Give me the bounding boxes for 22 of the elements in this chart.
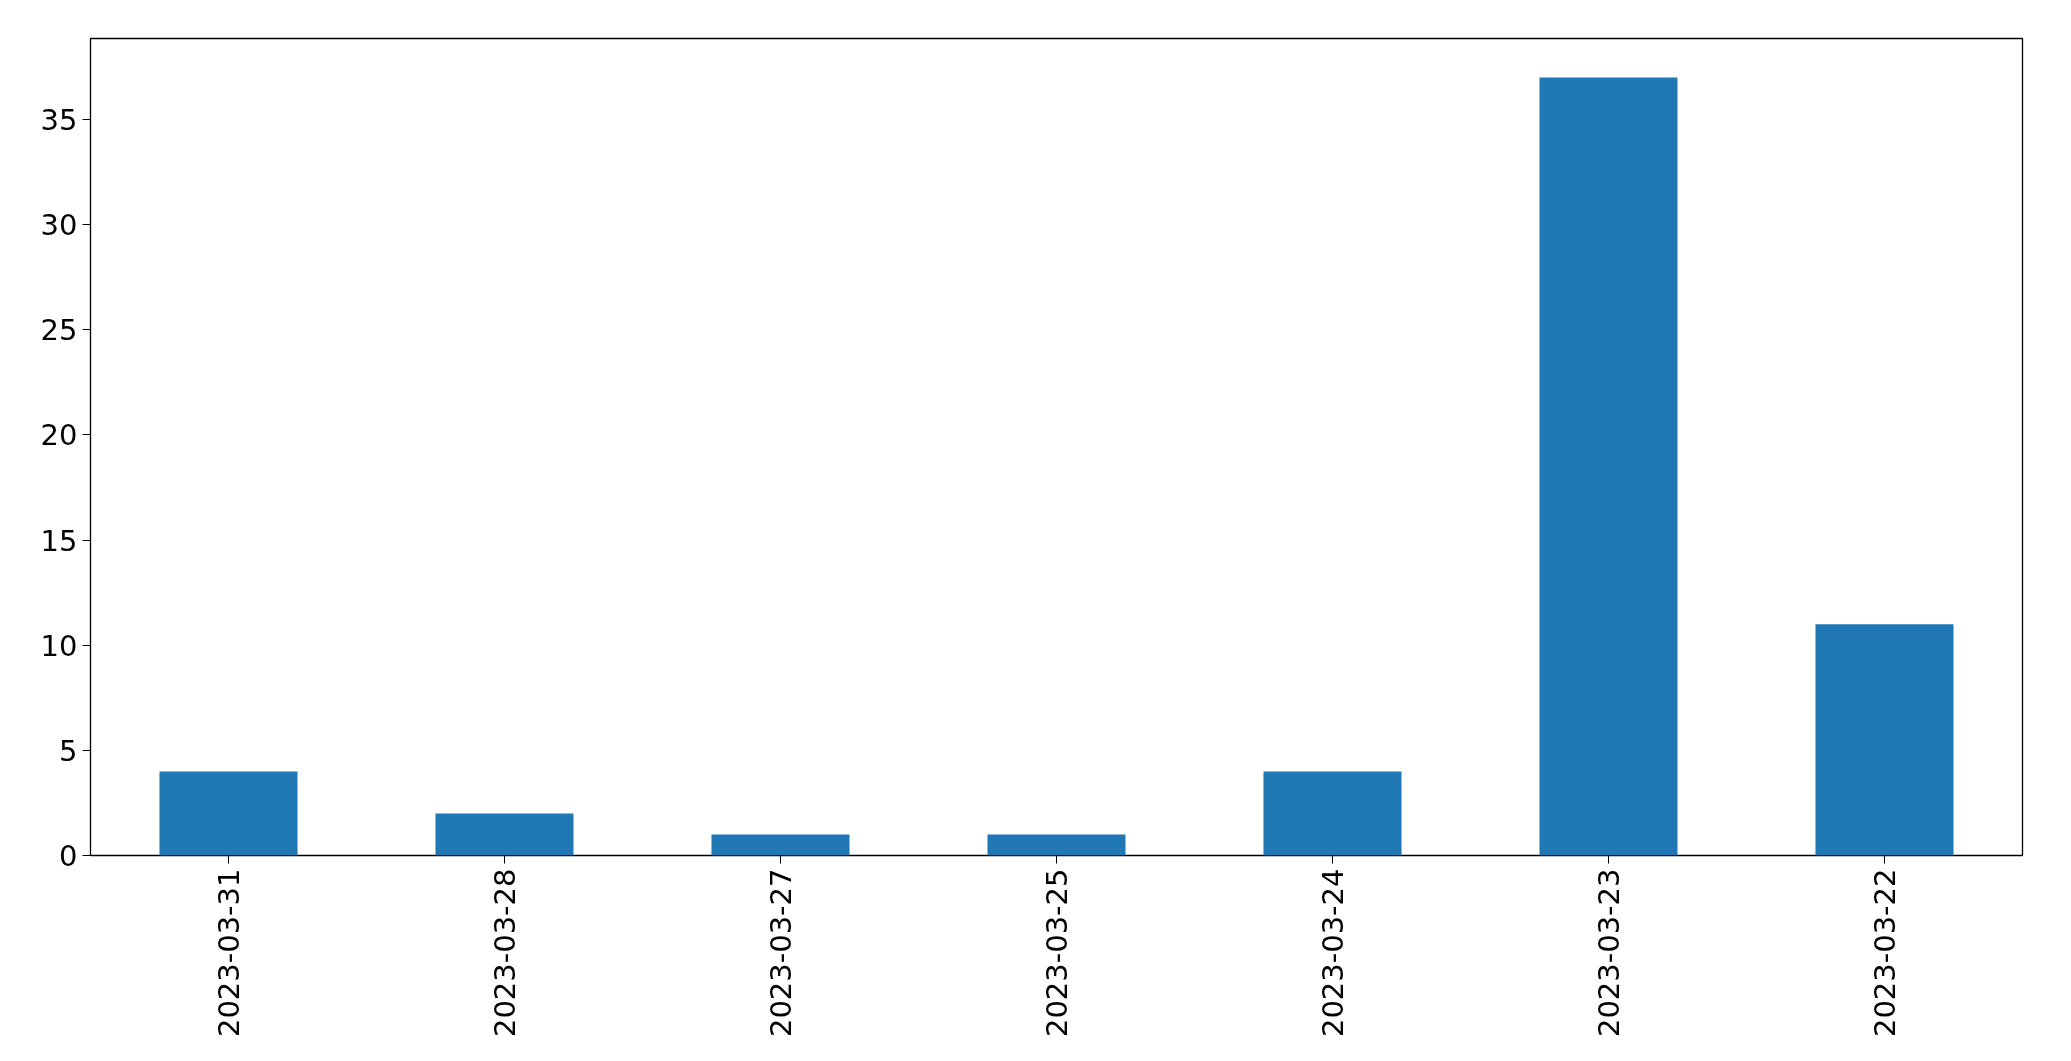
- y-tick-label: 5: [59, 733, 78, 768]
- y-tick-label: 25: [40, 313, 78, 348]
- x-tick-label: 2023-03-31: [212, 868, 246, 1038]
- y-tick-label: 35: [40, 102, 78, 137]
- bar: [435, 813, 574, 856]
- y-tick-label: 15: [40, 523, 78, 558]
- y-tick-label: 10: [40, 628, 78, 663]
- y-tick-label: 20: [40, 418, 78, 453]
- x-tick-label: 2023-03-24: [1316, 868, 1350, 1038]
- x-tick-label: 2023-03-23: [1592, 868, 1626, 1038]
- y-tick-label: 0: [59, 839, 78, 873]
- bar: [1815, 624, 1954, 856]
- y-tick-label: 30: [40, 208, 78, 243]
- x-tick-label: 2023-03-28: [488, 868, 522, 1038]
- x-tick-label: 2023-03-27: [764, 868, 798, 1038]
- bar: [1539, 77, 1678, 856]
- bar: [159, 771, 298, 856]
- x-tick-label: 2023-03-22: [1868, 868, 1902, 1038]
- x-tick-label: 2023-03-25: [1040, 868, 1074, 1038]
- bar: [1263, 771, 1402, 856]
- bar: [987, 834, 1126, 856]
- bar: [711, 834, 850, 856]
